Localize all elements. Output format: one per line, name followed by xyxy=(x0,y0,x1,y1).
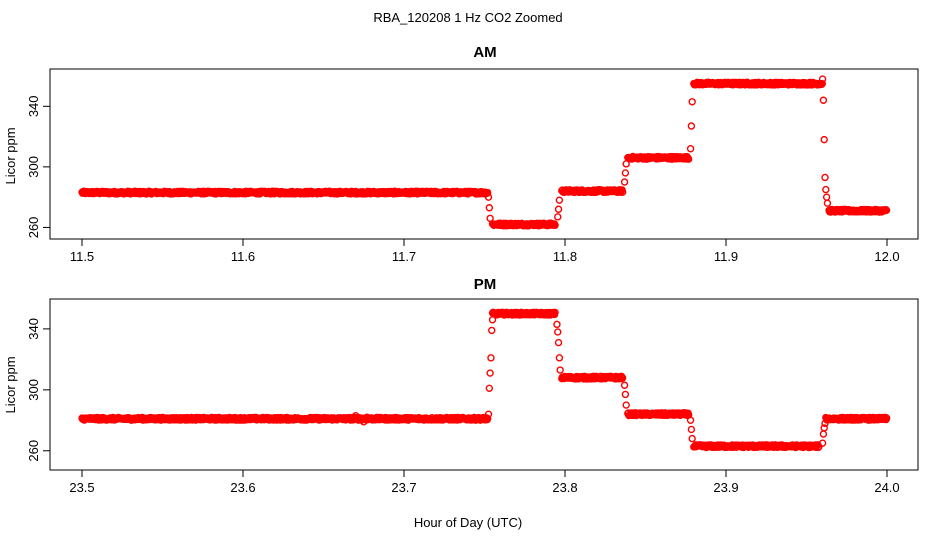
x-tick-label: 23.9 xyxy=(713,480,738,495)
panel-pm: PM 23.5 23.6 23.7 23.8 23.9 24.0 260 300 340 Li… xyxy=(3,276,919,495)
data-point xyxy=(686,144,695,153)
data-point xyxy=(551,308,559,317)
data-point xyxy=(554,213,562,221)
data-point xyxy=(818,439,827,447)
data-point xyxy=(556,366,564,374)
panel-am-points xyxy=(78,75,891,230)
data-point xyxy=(554,205,563,213)
x-tick-label: 11.5 xyxy=(70,249,94,264)
data-point xyxy=(823,199,832,207)
data-point xyxy=(554,328,562,336)
data-point xyxy=(620,381,629,389)
y-tick-label: 260 xyxy=(26,217,41,239)
figure-title: RBA_120208 1 Hz CO2 Zoomed xyxy=(373,10,562,25)
panel-am-title: AM xyxy=(473,44,496,61)
data-point xyxy=(882,206,891,214)
data-point xyxy=(485,384,494,393)
data-point xyxy=(618,374,627,382)
data-point xyxy=(484,410,493,418)
data-point xyxy=(821,419,829,428)
data-point xyxy=(485,204,494,212)
data-point xyxy=(688,434,696,443)
panel-am-y-label: Licor ppm xyxy=(3,127,18,184)
data-point xyxy=(555,354,564,362)
panel-am-y-axis: 260 300 340 xyxy=(26,95,51,239)
data-point xyxy=(360,418,368,426)
data-point xyxy=(622,160,630,168)
data-point xyxy=(819,96,828,104)
data-point xyxy=(352,412,360,420)
x-tick-label: 11.9 xyxy=(714,249,738,264)
data-point xyxy=(553,320,561,329)
data-point xyxy=(820,135,828,144)
data-point xyxy=(555,196,564,204)
data-point xyxy=(822,185,830,194)
data-point xyxy=(484,414,492,423)
data-point xyxy=(820,424,828,432)
data-point xyxy=(684,155,693,163)
data-point xyxy=(488,316,497,324)
data-point xyxy=(621,169,630,177)
data-point xyxy=(818,79,826,88)
data-point xyxy=(818,75,827,83)
data-point xyxy=(822,193,831,201)
data-point xyxy=(620,178,629,186)
data-point xyxy=(486,369,494,377)
x-tick-label: 11.6 xyxy=(231,249,255,264)
data-point xyxy=(687,425,696,434)
data-point xyxy=(686,416,695,424)
data-point xyxy=(484,188,492,197)
panel-pm-y-label: Licor ppm xyxy=(3,356,18,413)
data-point xyxy=(821,173,829,182)
panel-am-plot-area xyxy=(49,68,919,240)
data-point xyxy=(486,214,494,223)
panel-am-x-axis: 11.5 11.6 11.7 11.8 11.9 12.0 xyxy=(70,238,900,264)
data-point xyxy=(622,401,630,409)
y-tick-label: 260 xyxy=(26,440,41,462)
y-tick-label: 340 xyxy=(26,95,41,117)
data-point xyxy=(618,188,627,196)
x-tick-label: 11.8 xyxy=(553,249,577,264)
panel-pm-x-axis: 23.5 23.6 23.7 23.8 23.9 24.0 xyxy=(69,469,900,495)
y-tick-label: 340 xyxy=(26,318,41,340)
data-point xyxy=(621,390,630,399)
data-point xyxy=(484,193,493,201)
data-point xyxy=(688,98,696,106)
panel-am: AM 11.5 11.6 11.7 11.8 11.9 12.0 260 300 340 Li… xyxy=(3,44,919,264)
data-point xyxy=(488,326,496,335)
x-tick-label: 23.6 xyxy=(230,480,255,495)
x-tick-label: 23.8 xyxy=(552,480,577,495)
x-axis-label: Hour of Day (UTC) xyxy=(414,515,522,530)
data-point xyxy=(551,221,559,229)
data-point xyxy=(487,354,495,362)
x-tick-label: 23.7 xyxy=(391,480,416,495)
panel-pm-title: PM xyxy=(474,276,497,293)
x-tick-label: 11.7 xyxy=(392,249,416,264)
data-point xyxy=(554,338,563,347)
data-point xyxy=(882,414,891,422)
y-tick-label: 300 xyxy=(26,156,41,178)
data-point xyxy=(687,122,696,130)
x-tick-label: 23.5 xyxy=(69,480,94,495)
panel-pm-y-axis: 260 300 340 xyxy=(26,318,51,462)
x-tick-label: 12.0 xyxy=(874,249,899,264)
y-tick-label: 300 xyxy=(26,379,41,401)
x-tick-label: 24.0 xyxy=(874,480,899,495)
panel-pm-points xyxy=(78,308,891,452)
data-point xyxy=(819,430,828,438)
